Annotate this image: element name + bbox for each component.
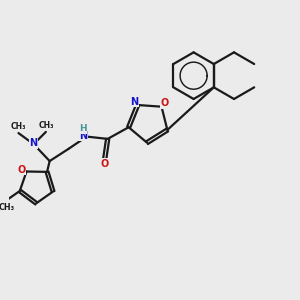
Text: O: O	[100, 159, 109, 169]
Text: N: N	[130, 97, 138, 106]
Text: N: N	[30, 138, 38, 148]
Text: CH₃: CH₃	[39, 121, 54, 130]
Text: CH₃: CH₃	[0, 203, 15, 212]
Text: CH₃: CH₃	[10, 122, 26, 131]
Text: N: N	[79, 131, 87, 141]
Text: O: O	[161, 98, 169, 108]
Text: O: O	[17, 165, 26, 175]
Text: H: H	[79, 124, 87, 134]
